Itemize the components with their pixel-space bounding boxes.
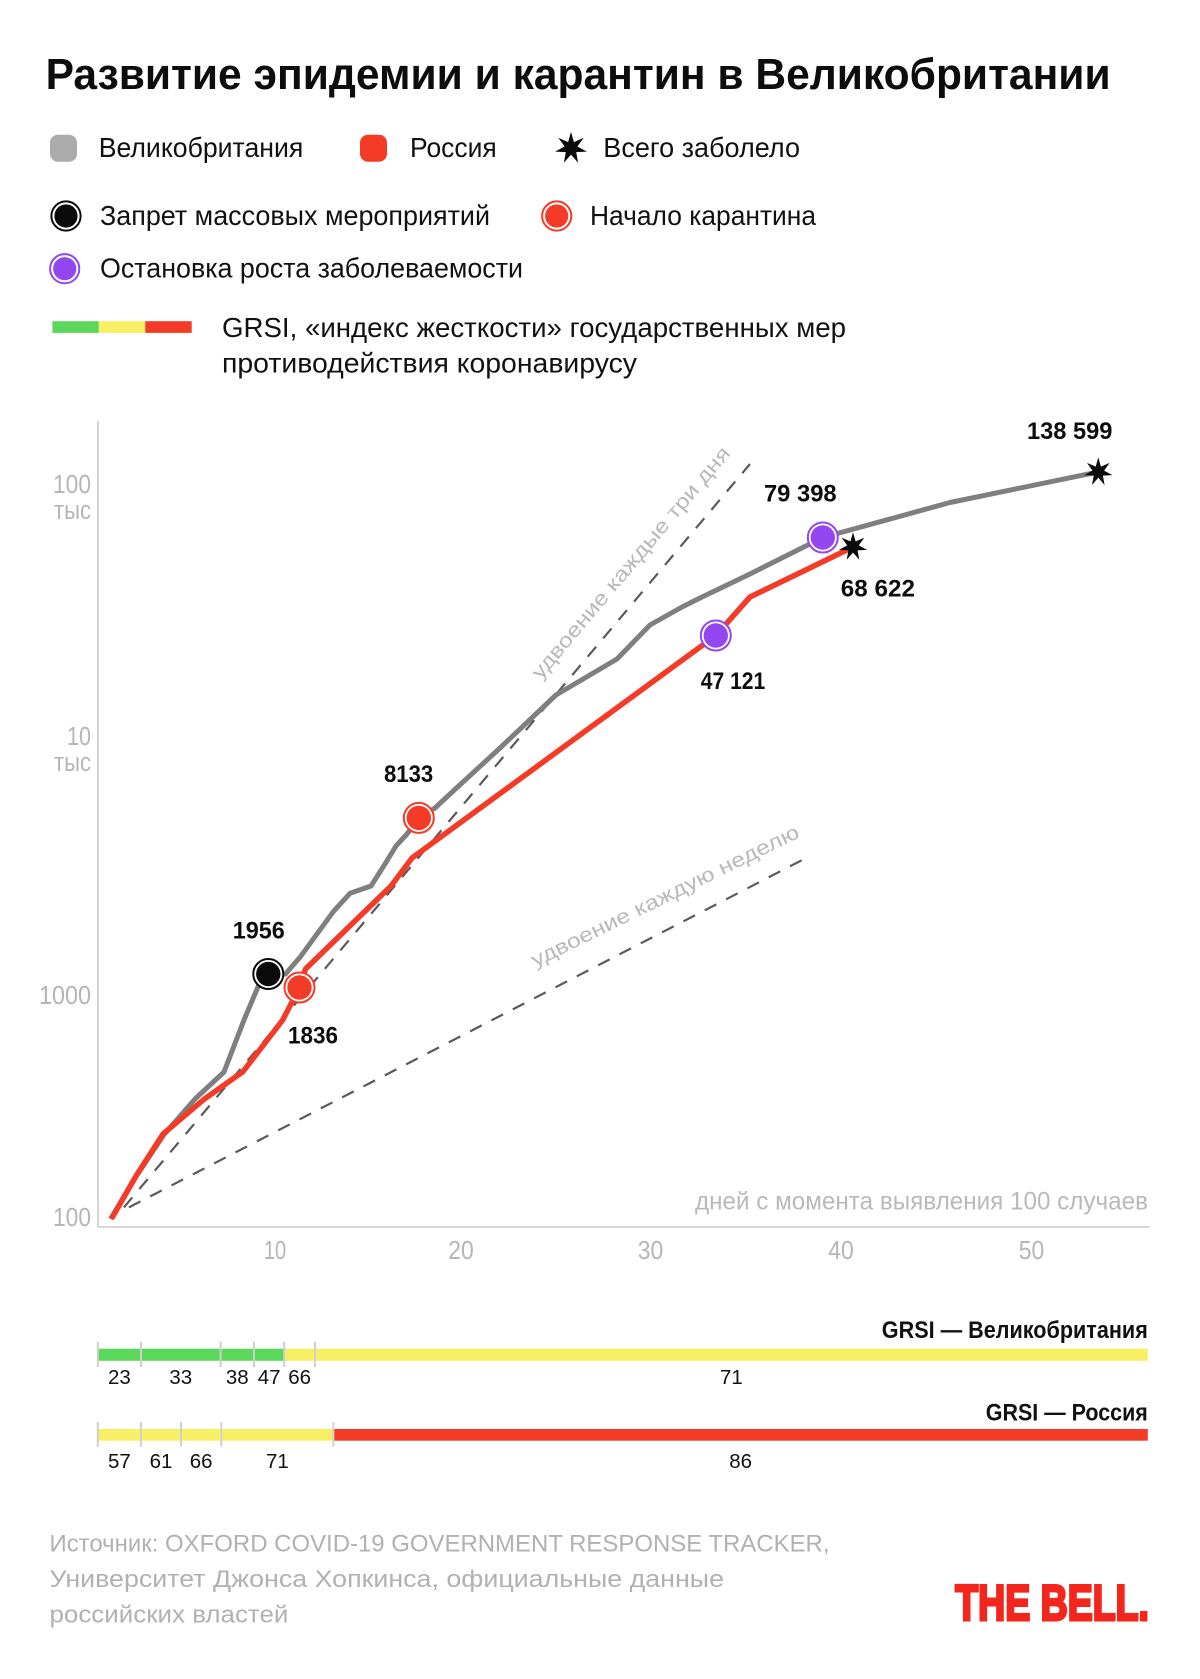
svg-text:38: 38 <box>226 1366 249 1389</box>
svg-text:50: 50 <box>1019 1237 1045 1265</box>
svg-text:33: 33 <box>169 1366 192 1389</box>
svg-text:дней с момента выявления 100 с: дней с момента выявления 100 случаев <box>695 1188 1148 1216</box>
svg-text:47: 47 <box>258 1366 281 1389</box>
svg-text:тыс: тыс <box>54 749 91 777</box>
svg-text:Развитие эпидемии и карантин в: Развитие эпидемии и карантин в Великобри… <box>46 51 1111 99</box>
svg-text:10: 10 <box>67 723 91 751</box>
svg-text:138 599: 138 599 <box>1027 418 1113 445</box>
svg-text:Великобритания: Великобритания <box>99 132 304 163</box>
svg-text:86: 86 <box>729 1450 752 1473</box>
svg-text:Источник: OXFORD COVID-19 GOVE: Источник: OXFORD COVID-19 GOVERNMENT RES… <box>50 1531 830 1558</box>
svg-text:1836: 1836 <box>288 1022 338 1049</box>
svg-text:30: 30 <box>638 1237 664 1265</box>
svg-text:Остановка роста заболеваемости: Остановка роста заболеваемости <box>100 253 523 284</box>
svg-text:66: 66 <box>288 1366 311 1389</box>
svg-text:61: 61 <box>150 1450 173 1473</box>
svg-text:57: 57 <box>108 1450 131 1473</box>
svg-text:противодействия коронавирусу: противодействия коронавирусу <box>222 348 637 379</box>
svg-text:100: 100 <box>53 1204 91 1232</box>
svg-text:71: 71 <box>266 1450 289 1473</box>
svg-text:68 622: 68 622 <box>841 575 915 602</box>
svg-text:10: 10 <box>264 1237 286 1265</box>
svg-text:79 398: 79 398 <box>764 480 837 507</box>
svg-text:GRSI — Россия: GRSI — Россия <box>986 1400 1148 1427</box>
svg-text:Запрет массовых мероприятий: Запрет массовых мероприятий <box>100 200 490 231</box>
svg-text:Начало карантина: Начало карантина <box>590 200 816 231</box>
svg-text:GRSI — Великобритания: GRSI — Великобритания <box>882 1317 1148 1344</box>
svg-text:российских властей: российских властей <box>50 1602 289 1629</box>
svg-text:1000: 1000 <box>39 982 91 1010</box>
svg-text:тыс: тыс <box>54 497 91 525</box>
svg-text:100: 100 <box>53 471 91 499</box>
svg-text:1956: 1956 <box>233 918 285 945</box>
svg-text:Всего заболело: Всего заболело <box>603 132 800 163</box>
svg-text:66: 66 <box>190 1450 213 1473</box>
svg-text:GRSI, «индекс жесткости» госуд: GRSI, «индекс жесткости» государственных… <box>222 312 846 343</box>
svg-text:71: 71 <box>720 1366 743 1389</box>
svg-text:THE BELL.: THE BELL. <box>955 1575 1149 1631</box>
svg-text:20: 20 <box>448 1237 474 1265</box>
svg-text:Университет Джонса Хопкинса, о: Университет Джонса Хопкинса, официальные… <box>50 1566 725 1593</box>
svg-text:47 121: 47 121 <box>701 668 766 695</box>
svg-text:Россия: Россия <box>410 132 497 163</box>
svg-text:23: 23 <box>108 1366 131 1389</box>
svg-text:40: 40 <box>828 1237 854 1265</box>
svg-text:8133: 8133 <box>384 761 433 788</box>
